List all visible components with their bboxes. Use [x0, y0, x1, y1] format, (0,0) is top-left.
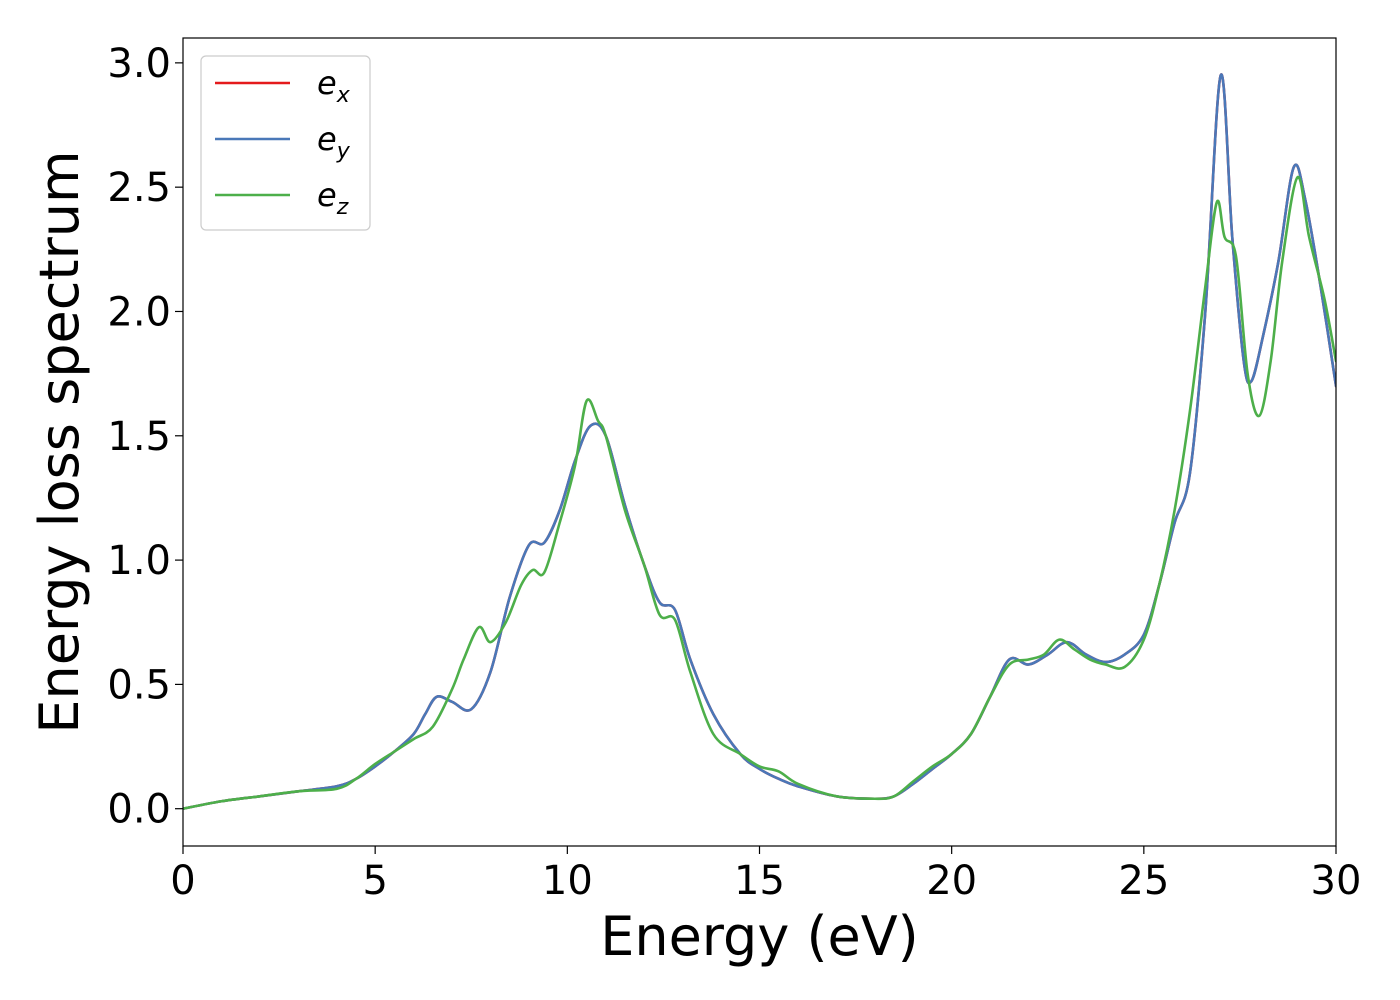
x-tick-label: 30 — [1311, 858, 1362, 904]
y-tick-label: 0.0 — [107, 787, 171, 833]
y-tick-label: 3.0 — [107, 41, 171, 87]
x-tick-label: 25 — [1118, 858, 1169, 904]
x-tick-label: 5 — [362, 858, 387, 904]
x-tick-label: 15 — [734, 858, 785, 904]
y-tick-label: 0.5 — [107, 662, 171, 708]
legend-label-x: ex — [317, 64, 351, 108]
x-axis-label: Energy (eV) — [600, 905, 919, 968]
legend-label-z: ez — [317, 176, 349, 220]
y-tick-label: 1.0 — [107, 538, 171, 584]
y-axis-label: Energy loss spectrum — [28, 150, 91, 733]
series-line-z — [183, 175, 1336, 811]
legend-label-subscript: x — [336, 83, 351, 108]
y-axis-ticks: 0.0 0.5 1.0 1.5 2.0 2.5 3.0 — [107, 41, 183, 833]
y-tick-label: 1.5 — [107, 414, 171, 460]
legend-label-base: e — [317, 64, 337, 102]
x-tick-label: 0 — [170, 858, 195, 904]
y-tick-label: 2.5 — [107, 165, 171, 211]
y-tick-label: 2.0 — [107, 289, 171, 335]
legend-label-y: ey — [317, 120, 351, 164]
x-tick-label: 20 — [926, 858, 977, 904]
series-layer — [183, 73, 1336, 811]
legend-box — [200, 55, 371, 231]
legend-label-subscript: z — [336, 195, 349, 220]
legend-label-subscript: y — [336, 139, 351, 164]
x-tick-label: 10 — [542, 858, 593, 904]
legend-label-base: e — [317, 120, 337, 158]
legend-label-base: e — [317, 176, 337, 214]
x-axis-ticks: 0 5 10 15 20 25 30 — [170, 846, 1361, 904]
